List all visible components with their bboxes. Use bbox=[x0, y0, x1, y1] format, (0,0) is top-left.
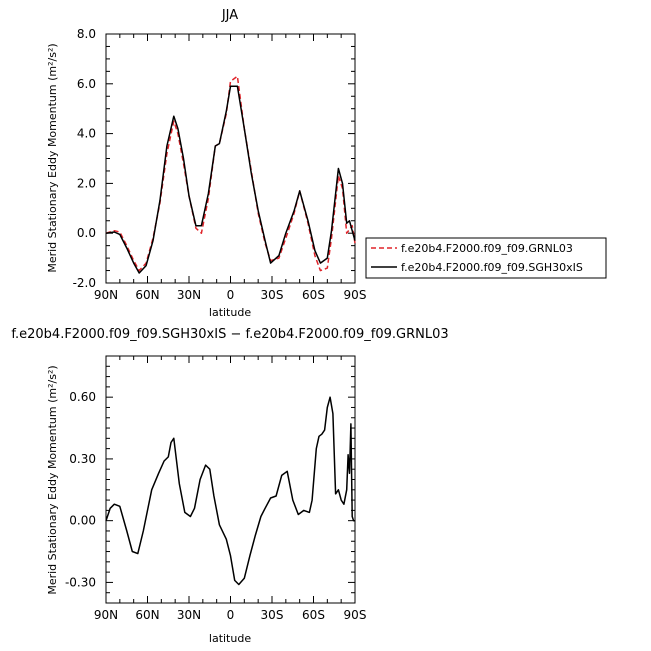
top-xtick-label: 60N bbox=[135, 288, 159, 302]
top-xlabel: latitude bbox=[209, 306, 251, 319]
bottom-ytick-label: 0.30 bbox=[69, 452, 96, 466]
bottom-ytick-label: 0.60 bbox=[69, 390, 96, 404]
top-xtick-label: 30S bbox=[261, 288, 284, 302]
top-series-line-1 bbox=[105, 85, 356, 274]
bottom-xtick-label: 90S bbox=[344, 608, 367, 622]
top-ytick-label: 6.0 bbox=[77, 77, 96, 91]
bottom-plot-frame bbox=[105, 355, 356, 604]
bottom-tick-labels: 90N 60N 30N 0 30S 60S 90S -0.30 0.00 0.30 0.60 bbox=[65, 390, 367, 622]
top-ytick-label: 4.0 bbox=[77, 127, 96, 141]
top-xtick-label: 90S bbox=[344, 288, 367, 302]
bottom-title: f.e20b4.F2000.f09_f09.SGH30xIS − f.e20b4… bbox=[11, 327, 448, 342]
bottom-ticks bbox=[105, 355, 356, 604]
top-ticks bbox=[105, 33, 356, 284]
bottom-xtick-label: 30N bbox=[177, 608, 201, 622]
top-tick-labels: 90N 60N 30N 0 30S 60S 90S -2.0 0.0 2.0 4.0 6.0 8.0 bbox=[73, 27, 367, 302]
top-xtick-label: 60S bbox=[302, 288, 325, 302]
bottom-ylabel: Merid Stationary Eddy Momentum (m²/s²) bbox=[46, 365, 59, 594]
bottom-xtick-label: 90N bbox=[94, 608, 118, 622]
top-panel: JJA 90N 60N 30N 0 30S 60S 90S -2.0 0.0 2.0 4.0 6.0 8… bbox=[46, 8, 607, 319]
top-plot-frame bbox=[105, 33, 356, 284]
legend-label-grnl03: f.e20b4.F2000.f09_f09.GRNL03 bbox=[401, 242, 573, 255]
top-ylabel: Merid Stationary Eddy Momentum (m²/s²) bbox=[46, 43, 59, 272]
bottom-xtick-label: 30S bbox=[261, 608, 284, 622]
bottom-ytick-label: -0.30 bbox=[65, 575, 96, 589]
top-title: JJA bbox=[221, 8, 238, 23]
bottom-xtick-label: 60N bbox=[135, 608, 159, 622]
top-xtick-label: 30N bbox=[177, 288, 201, 302]
bottom-series bbox=[105, 396, 355, 586]
top-ytick-label: 2.0 bbox=[77, 176, 96, 190]
top-ytick-label: 8.0 bbox=[77, 27, 96, 41]
top-xtick-label: 0 bbox=[227, 288, 235, 302]
bottom-xtick-label: 60S bbox=[302, 608, 325, 622]
legend: f.e20b4.F2000.f09_f09.GRNL03 f.e20b4.F20… bbox=[365, 237, 607, 279]
legend-box bbox=[365, 237, 607, 279]
bottom-xlabel: latitude bbox=[209, 632, 251, 645]
bottom-series-line-0 bbox=[105, 396, 355, 586]
bottom-xtick-label: 0 bbox=[227, 608, 235, 622]
top-series-line-0 bbox=[105, 75, 356, 272]
top-ytick-label: 0.0 bbox=[77, 226, 96, 240]
top-series bbox=[105, 75, 356, 274]
top-ytick-label: -2.0 bbox=[73, 276, 96, 290]
top-xtick-label: 90N bbox=[94, 288, 118, 302]
bottom-ytick-label: 0.00 bbox=[69, 514, 96, 528]
legend-label-sgh30xis: f.e20b4.F2000.f09_f09.SGH30xIS bbox=[401, 261, 583, 274]
bottom-panel: f.e20b4.F2000.f09_f09.SGH30xIS − f.e20b4… bbox=[11, 327, 448, 645]
